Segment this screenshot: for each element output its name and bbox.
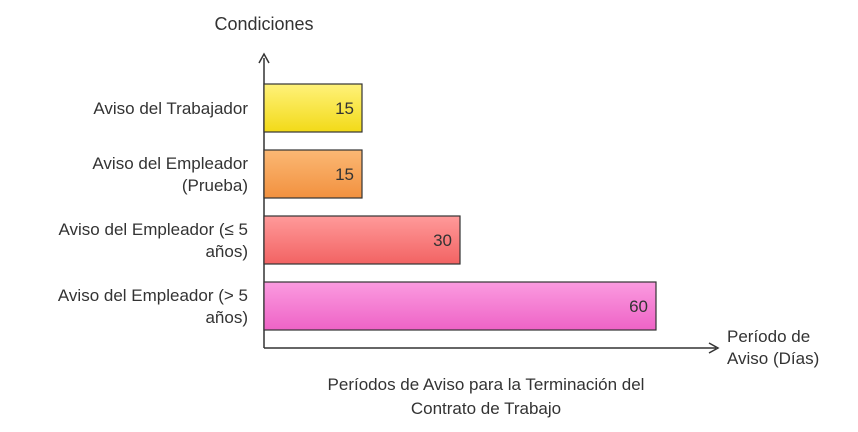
data-label: 15	[335, 99, 354, 118]
data-label: 30	[433, 231, 452, 250]
data-label: 15	[335, 165, 354, 184]
category-label: Aviso del Empleador (≤ 5	[59, 220, 249, 239]
bar	[263, 83, 363, 133]
chart-title-line: Períodos de Aviso para la Terminación de…	[328, 375, 645, 394]
category-label: Aviso del Empleador	[92, 154, 248, 173]
category-label: años)	[205, 242, 248, 261]
x-axis-label-line: Aviso (Días)	[727, 349, 819, 368]
category-label: Aviso del Empleador (> 5	[58, 286, 248, 305]
x-axis-arrow	[708, 342, 720, 354]
y-axis-label: Condiciones	[214, 14, 313, 34]
chart-title: Períodos de Aviso para la Terminación de…	[328, 375, 645, 418]
chart-title-line: Contrato de Trabajo	[411, 399, 561, 418]
bar	[263, 215, 461, 265]
value-labels: 15 15 30 60	[335, 99, 648, 316]
bars	[263, 83, 657, 331]
category-label: Aviso del Trabajador	[93, 99, 248, 118]
category-labels: Aviso del Trabajador Aviso del Empleador (…	[58, 99, 248, 327]
category-label: (Prueba)	[182, 176, 248, 195]
bar	[263, 281, 657, 331]
category-label: años)	[205, 308, 248, 327]
x-axis-label: Período de Aviso (Días)	[727, 327, 819, 368]
bar	[263, 149, 363, 199]
y-axis-arrow	[258, 52, 270, 64]
x-axis-label-line: Período de	[727, 327, 810, 346]
data-label: 60	[629, 297, 648, 316]
